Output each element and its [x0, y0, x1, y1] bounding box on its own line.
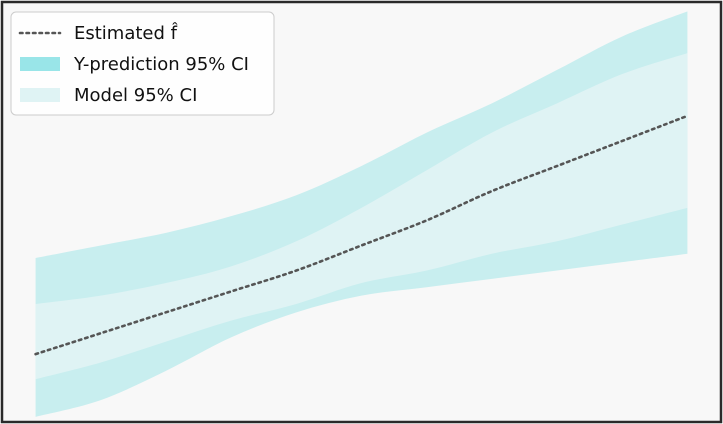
model-ci-band [35, 53, 688, 380]
confidence-bands [35, 11, 688, 417]
legend-entry: Estimated f̂ [18, 23, 178, 44]
legend-label: Estimated f̂ [74, 23, 178, 44]
legend-label: Y-prediction 95% CI [73, 54, 249, 75]
legend: Estimated f̂ Y-prediction 95% CI Model 95%… [10, 11, 275, 116]
legend-swatch [20, 57, 60, 71]
legend-box [10, 11, 275, 116]
legend-entry: Model 95% CI [20, 85, 197, 106]
legend-label: Model 95% CI [74, 85, 197, 106]
estimate-lines [34, 114, 689, 356]
legend-swatch [20, 88, 60, 102]
legend-entry: Y-prediction 95% CI [20, 54, 249, 75]
estimated-f-line [34, 114, 689, 356]
